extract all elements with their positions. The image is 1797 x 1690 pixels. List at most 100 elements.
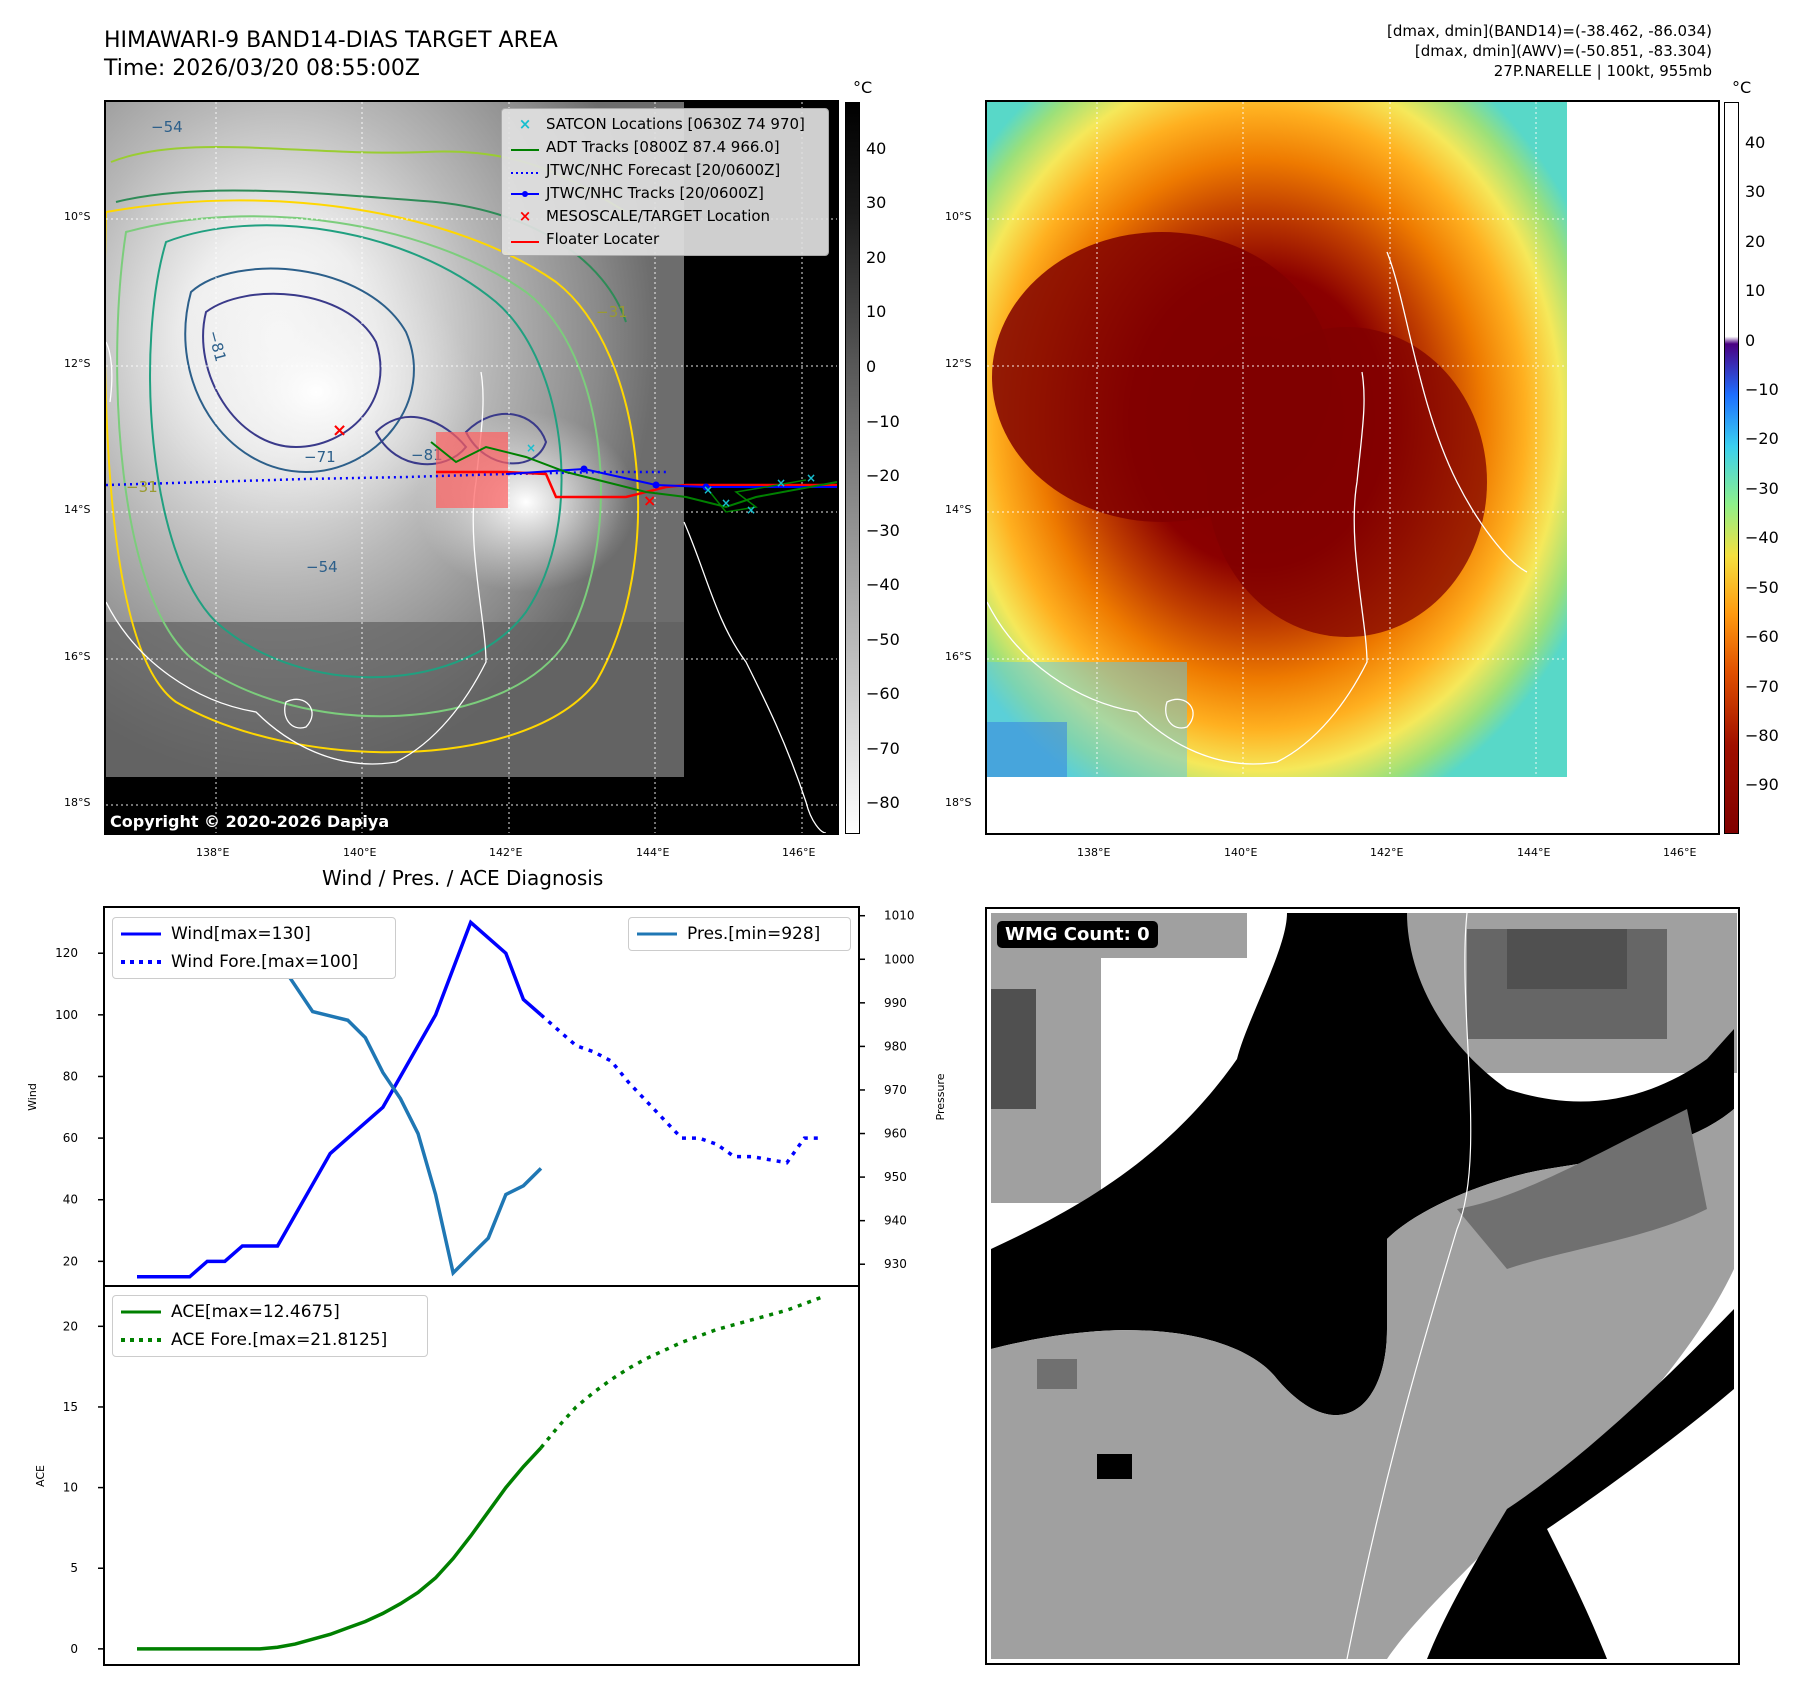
colorbar-tick: −50: [1745, 577, 1779, 597]
colorbar-tick: 40: [1745, 132, 1766, 152]
ir-colorbar: [845, 102, 860, 834]
line-icon: [121, 932, 161, 936]
colorbar-tick: −10: [1745, 380, 1779, 400]
pressure-legend: Pres.[min=928]: [628, 917, 851, 951]
satcon-marker: ×: [721, 496, 731, 510]
lat-tick: 10°S: [64, 210, 91, 223]
legend-item-mesoscale: × MESOSCALE/TARGET Location: [510, 205, 820, 228]
dotted-line-icon: [510, 159, 540, 182]
contour-label: −54: [151, 118, 183, 136]
lat-tick: 18°S: [945, 796, 972, 809]
legend-item-satcon: × SATCON Locations [0630Z 74 970]: [510, 113, 820, 136]
dotted-line-icon: [121, 1338, 161, 1342]
wind-tick: 80: [63, 1069, 78, 1083]
line-icon: [510, 228, 540, 251]
line-icon: [637, 932, 677, 936]
adt-tracks-branch: [705, 479, 807, 513]
ace-tick: 0: [70, 1642, 78, 1656]
pressure-tick: 950: [884, 1170, 907, 1184]
pressure-tick: 1000: [884, 952, 915, 966]
line-icon: [121, 1310, 161, 1314]
lon-tick: 146°E: [1663, 846, 1697, 859]
ace-line: [137, 1446, 543, 1651]
satcon-marker: ×: [776, 476, 786, 490]
lon-tick: 138°E: [196, 846, 230, 859]
legend-item-jtwc-forecast: JTWC/NHC Forecast [20/0600Z]: [510, 159, 820, 182]
contour-label: −81: [411, 446, 443, 464]
colorbar-tick: −80: [1745, 725, 1779, 745]
lat-tick: 12°S: [64, 357, 91, 370]
pressure-tick: 980: [884, 1039, 907, 1053]
colorbar-tick: 20: [1745, 231, 1766, 251]
lon-tick: 144°E: [1517, 846, 1551, 859]
x-marker-icon: ×: [518, 207, 532, 225]
line-dot-icon: [510, 182, 540, 205]
info-awv-range: [dmax, dmin](AWV)=(-50.851, -83.304): [1414, 42, 1712, 60]
lon-tick: 144°E: [636, 846, 670, 859]
colorbar-tick: −70: [1745, 676, 1779, 696]
copyright-notice: Copyright © 2020-2026 Dapiya: [110, 812, 390, 831]
pressure-tick: 940: [884, 1214, 907, 1228]
dotted-line-icon: [121, 960, 161, 964]
ace-ylabel: ACE: [34, 1465, 47, 1487]
figure-time: Time: 2026/03/20 08:55:00Z: [104, 56, 420, 81]
info-storm: 27P.NARELLE | 100kt, 955mb: [1493, 62, 1712, 80]
lon-tick: 138°E: [1077, 846, 1111, 859]
awv-map-panel: [985, 100, 1720, 835]
colorbar-tick: 10: [866, 302, 887, 322]
wind-tick: 60: [63, 1131, 78, 1145]
legend-item-wind-forecast: Wind Fore.[max=100]: [121, 948, 387, 976]
wmg-count-badge: WMG Count: 0: [997, 921, 1158, 948]
jtwc-track-point: [652, 481, 660, 489]
lon-tick: 140°E: [343, 846, 377, 859]
pressure-tick: 970: [884, 1083, 907, 1097]
diagnosis-title: Wind / Pres. / ACE Diagnosis: [322, 866, 604, 890]
satcon-marker: ×: [746, 503, 756, 517]
ace-tick: 5: [70, 1561, 78, 1575]
colorbar-tick: −70: [866, 738, 900, 758]
lon-tick: 142°E: [489, 846, 523, 859]
wind-ylabel: Wind: [26, 1083, 39, 1111]
ace-tick: 15: [63, 1400, 78, 1414]
line-icon: [510, 136, 540, 159]
ace-tick: 20: [63, 1319, 78, 1333]
wmg-image: [991, 912, 1737, 1660]
legend-item-wind: Wind[max=130]: [121, 920, 387, 948]
colorbar-tick: −10: [866, 411, 900, 431]
pressure-ylabel: Pressure: [934, 1073, 947, 1120]
legend-item-floater: Floater Locater: [510, 228, 820, 251]
awv-colorbar-unit: °C: [1732, 78, 1752, 97]
colorbar-tick: 40: [866, 138, 887, 158]
legend-item-ace-forecast: ACE Fore.[max=21.8125]: [121, 1326, 419, 1354]
contour-label: −31: [596, 303, 628, 321]
legend-item-jtwc-tracks: JTWC/NHC Tracks [20/0600Z]: [510, 182, 820, 205]
lat-tick: 18°S: [64, 796, 91, 809]
contour-label: −31: [126, 478, 158, 496]
colorbar-tick: 0: [866, 356, 877, 376]
wind-tick: 40: [63, 1193, 78, 1207]
colorbar-tick: 30: [866, 193, 887, 213]
mesoscale-target-marker: ×: [643, 491, 656, 510]
info-band14-range: [dmax, dmin](BAND14)=(-38.462, -86.034): [1387, 22, 1712, 40]
jtwc-forecast-track: [106, 470, 666, 487]
figure-title: HIMAWARI-9 BAND14-DIAS TARGET AREA: [104, 28, 558, 53]
colorbar-tick: −30: [1745, 478, 1779, 498]
legend-item-adt: ADT Tracks [0800Z 87.4 966.0]: [510, 136, 820, 159]
colorbar-tick: 30: [1745, 182, 1766, 202]
adt-tracks: [430, 441, 837, 509]
satcon-marker: ×: [703, 483, 713, 497]
mesoscale-target-marker: ×: [332, 420, 347, 441]
lon-tick: 146°E: [782, 846, 816, 859]
awv-map-image: [987, 102, 1718, 833]
colorbar-tick: 20: [866, 247, 887, 267]
ace-tick: 10: [63, 1481, 78, 1495]
legend-item-pressure: Pres.[min=928]: [637, 920, 842, 948]
colorbar-tick: −40: [866, 575, 900, 595]
lon-tick: 142°E: [1370, 846, 1404, 859]
colorbar-tick: −60: [1745, 627, 1779, 647]
ace-legend: ACE[max=12.4675] ACE Fore.[max=21.8125]: [112, 1295, 428, 1357]
colorbar-tick: −60: [866, 684, 900, 704]
lat-tick: 14°S: [64, 503, 91, 516]
wind-tick: 20: [63, 1254, 78, 1268]
lat-tick: 10°S: [945, 210, 972, 223]
